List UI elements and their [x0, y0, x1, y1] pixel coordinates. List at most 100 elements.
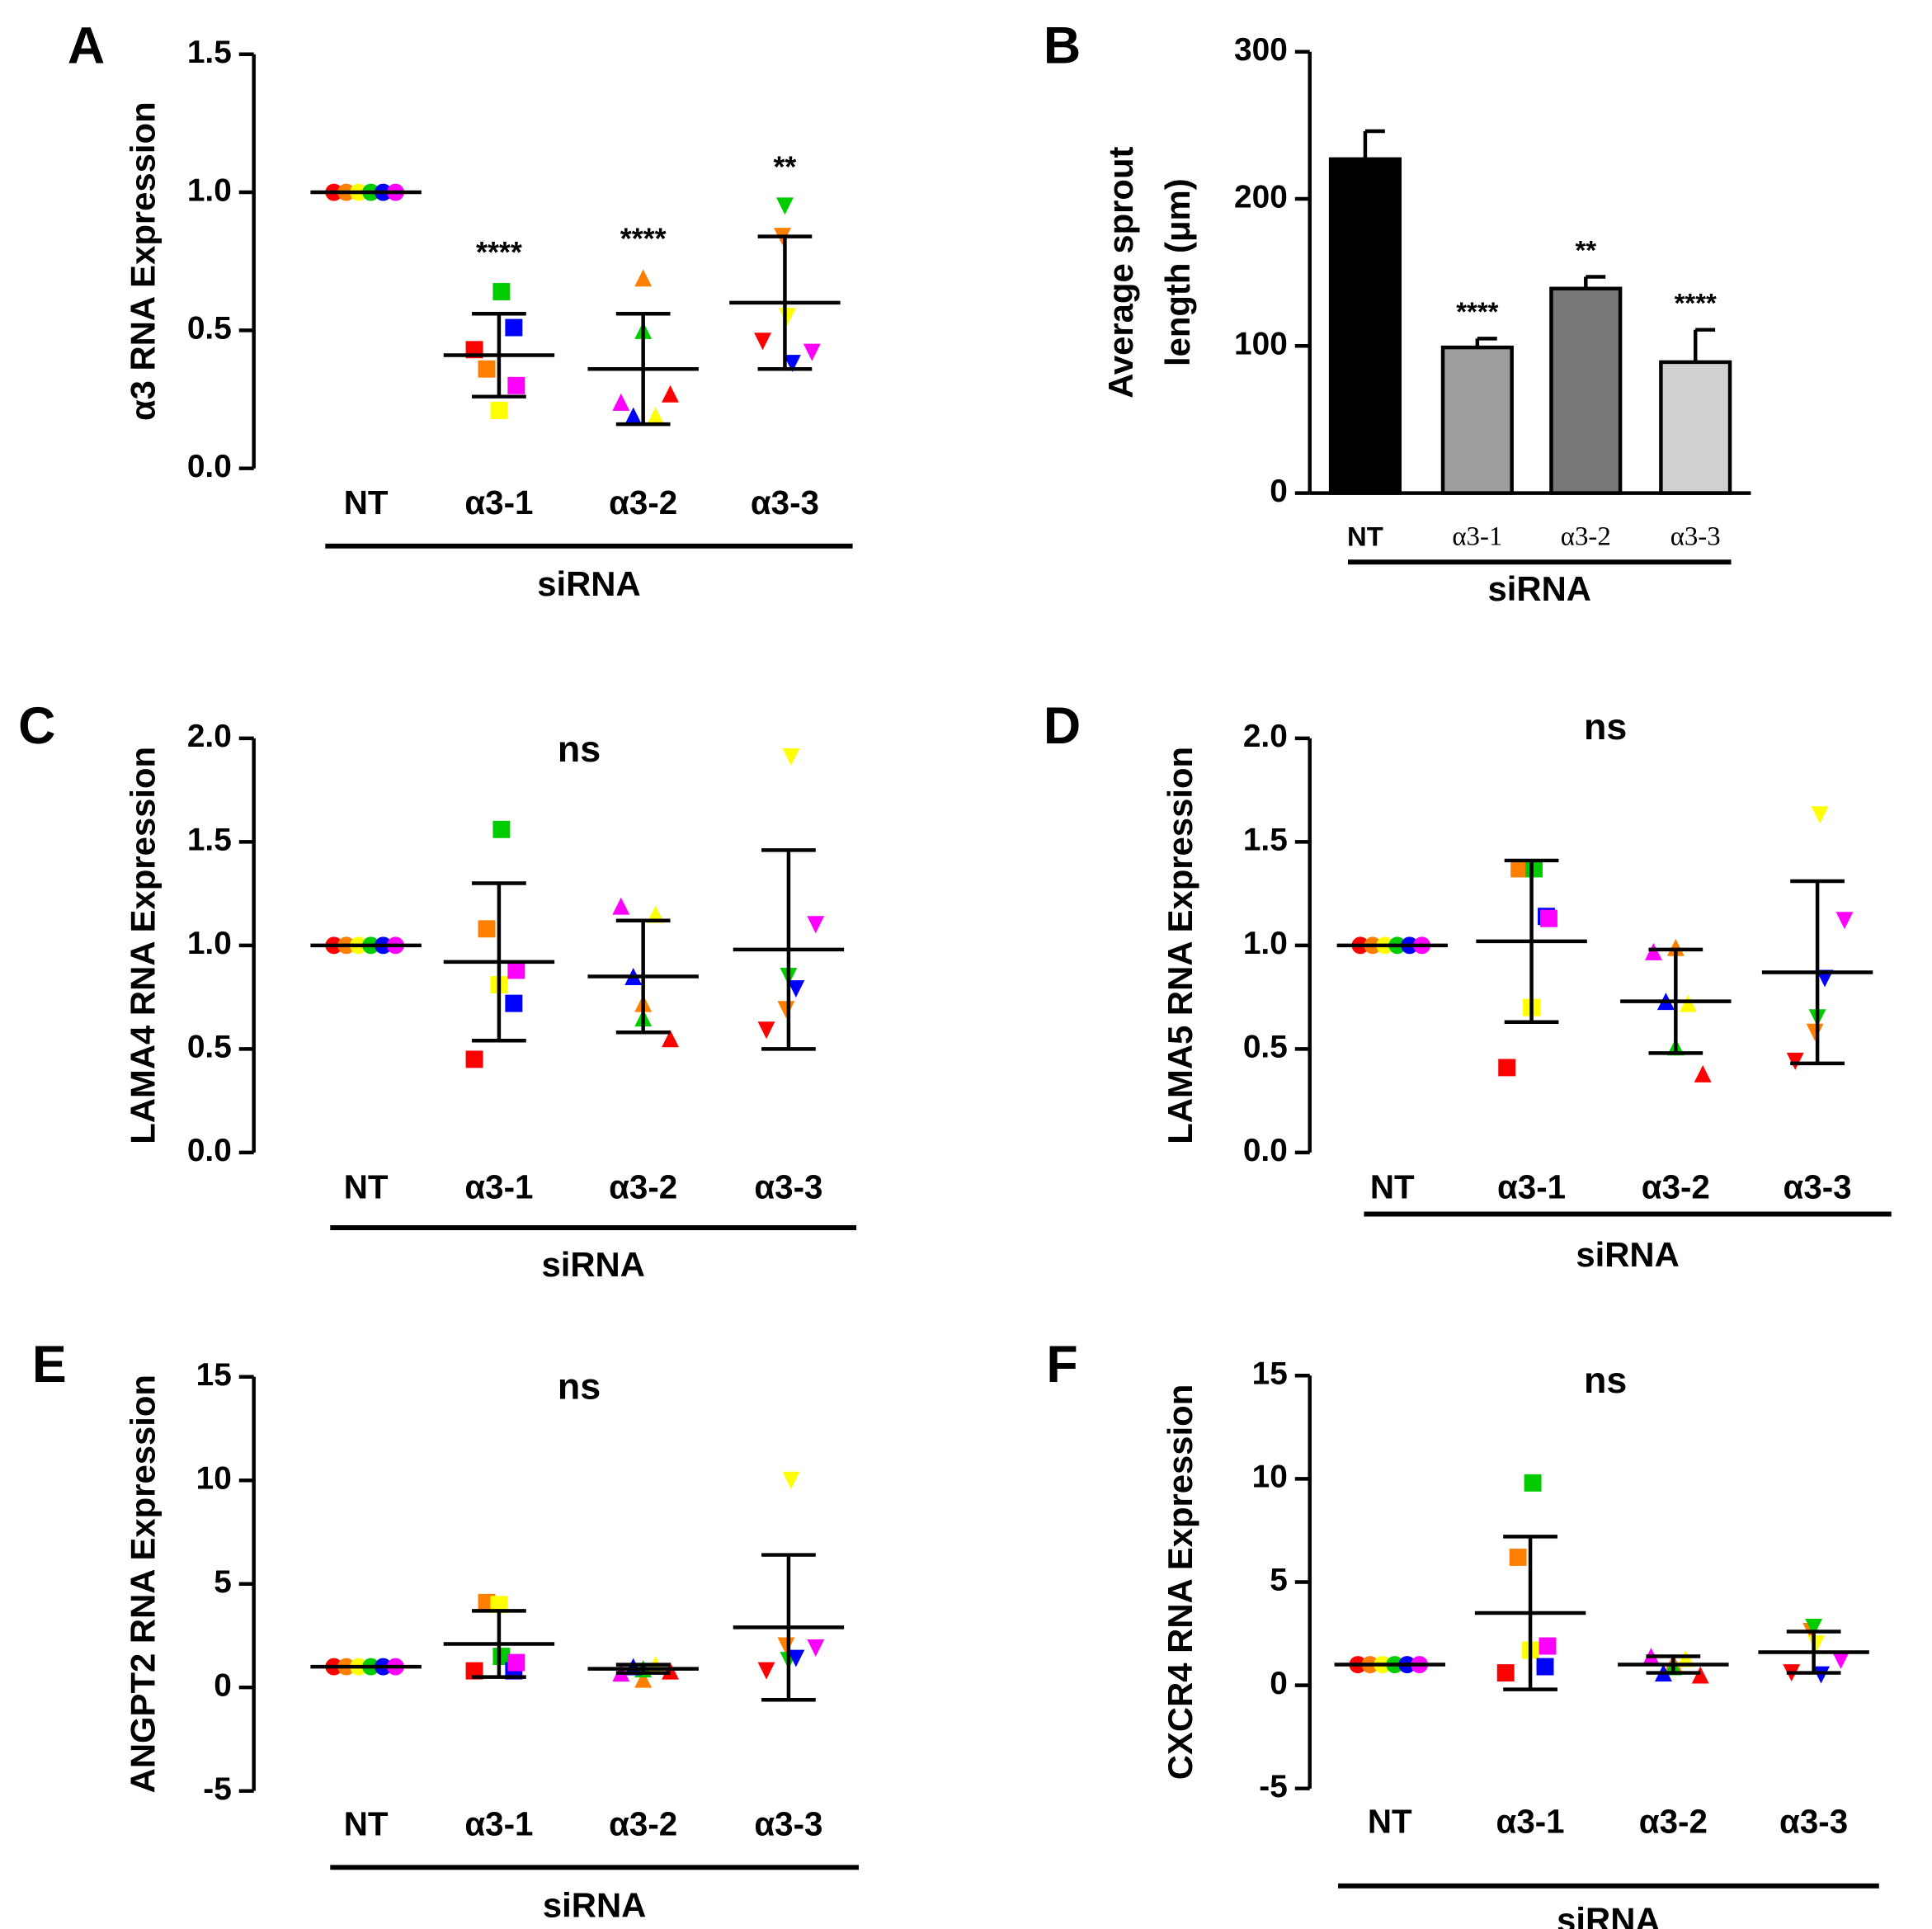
- y-tick-label: 10: [196, 1460, 232, 1496]
- point: [782, 1471, 800, 1489]
- point: [505, 318, 523, 337]
- x-tick-label: α3-1: [464, 1167, 533, 1205]
- y-tick-label: 15: [196, 1357, 232, 1393]
- y-tick-label: 1.0: [187, 172, 232, 208]
- point: [777, 1001, 795, 1019]
- y-tick-label: 15: [1252, 1356, 1288, 1391]
- y-tick-label: 0.5: [187, 1030, 232, 1065]
- y-axis-label: CXCR4 RNA Expression: [1161, 1384, 1199, 1780]
- panel-label: A: [68, 17, 105, 74]
- y-tick-label: 0.0: [187, 1133, 232, 1168]
- x-tick-label: α3-2: [1642, 1167, 1710, 1205]
- point: [505, 994, 523, 1012]
- x-tick-label: α3-2: [609, 1805, 677, 1843]
- y-tick-label: -5: [203, 1771, 232, 1807]
- point: [803, 343, 821, 361]
- point: [612, 897, 630, 915]
- point: [634, 1670, 653, 1688]
- y-tick-label: 0.0: [1243, 1133, 1288, 1168]
- y-tick-label: 5: [214, 1564, 232, 1600]
- point: [757, 1021, 775, 1040]
- point: [1812, 1666, 1831, 1684]
- point: [1536, 1658, 1554, 1676]
- x-tick-label: α3-3: [754, 1167, 822, 1205]
- point: [787, 1649, 805, 1667]
- bar: [1549, 286, 1623, 495]
- panel: C LAMA4 RNA Expression 0.0 0.5 1.0 1.5 2.0 NT α3…: [18, 697, 857, 1284]
- point: [507, 961, 525, 979]
- x-tick-label: NT: [344, 1167, 389, 1205]
- point: [507, 376, 525, 394]
- point: [1644, 942, 1662, 960]
- panel: Aα3 RNA Expression 0.0 0.5 1.0 1.5 NT α3-1 α3-2…: [68, 17, 853, 603]
- y-tick-label: 1.0: [187, 926, 232, 961]
- point: [1524, 1474, 1542, 1492]
- point: [647, 905, 665, 923]
- bar: [1328, 157, 1402, 495]
- y-tick-label: 0: [1270, 474, 1288, 509]
- y-axis-label: Average sprout: [1101, 146, 1140, 398]
- point: [1691, 1666, 1709, 1684]
- x-tick-label: α3-2: [609, 483, 677, 521]
- point: [1509, 1548, 1527, 1566]
- y-tick-label: 0: [1270, 1666, 1288, 1701]
- annotation: ns: [558, 1365, 601, 1407]
- x-tick-label: NT: [1347, 521, 1383, 552]
- y-tick-label: 200: [1234, 179, 1288, 215]
- y-tick-label: 0.5: [1243, 1030, 1288, 1065]
- panel-label: D: [1044, 697, 1081, 755]
- x-tick-label: α3-2: [1561, 521, 1611, 551]
- point: [1679, 994, 1697, 1012]
- point: [757, 1662, 775, 1680]
- point: [624, 1658, 643, 1676]
- point: [662, 384, 679, 403]
- annotation: ns: [558, 729, 601, 770]
- x-tick-label: α3-3: [1779, 1803, 1848, 1841]
- point: [1676, 1649, 1694, 1667]
- x-tick-label: α3-2: [1639, 1803, 1708, 1841]
- y-tick-label: 1.5: [187, 823, 232, 858]
- point: [807, 1639, 825, 1657]
- x-tick-label: NT: [344, 483, 389, 521]
- y-axis-label: LAMA4 RNA Expression: [123, 747, 162, 1144]
- x-tick-label: α3-2: [609, 1167, 677, 1205]
- bar: [1659, 360, 1732, 495]
- significance: **: [773, 150, 796, 183]
- x-axis-label: siRNA: [1576, 1235, 1679, 1274]
- y-tick-label: 2.0: [1243, 719, 1288, 754]
- point: [465, 1050, 483, 1068]
- y-tick-label: 100: [1234, 327, 1288, 362]
- y-axis-label: length (μm): [1158, 178, 1197, 366]
- point: [1807, 1635, 1826, 1653]
- point: [507, 1653, 525, 1672]
- significance: ****: [1675, 287, 1717, 318]
- point: [662, 1662, 679, 1680]
- point: [754, 333, 772, 351]
- panel-label: B: [1044, 17, 1081, 74]
- point: [490, 401, 508, 419]
- annotation: ns: [1584, 1360, 1627, 1401]
- significance: ****: [476, 236, 522, 269]
- point: [1666, 938, 1685, 956]
- point: [1811, 806, 1829, 824]
- x-tick-label: α3-3: [1784, 1167, 1852, 1205]
- point: [492, 283, 511, 300]
- x-tick-label: α3-3: [751, 483, 819, 521]
- x-tick-label: NT: [1370, 1167, 1415, 1205]
- y-tick-label: 0.0: [187, 449, 232, 484]
- point: [1805, 1619, 1823, 1636]
- y-tick-label: 5: [1270, 1563, 1288, 1598]
- panel-label: F: [1046, 1336, 1077, 1394]
- point: [465, 1662, 483, 1680]
- point: [1806, 1023, 1824, 1041]
- y-tick-label: 0.5: [187, 311, 232, 347]
- point: [782, 748, 800, 766]
- x-tick-label: α3-1: [464, 1805, 533, 1843]
- point: [492, 820, 511, 838]
- panel: E ANGPT2 RNA Expression -5 0 5 10 15 NT α3-1 α3-2…: [32, 1336, 860, 1925]
- panel: F CXCR4 RNA Expression -5 0 5 10 15 NT α3-1 α3-2 α…: [1046, 1336, 1879, 1929]
- x-tick-label: NT: [344, 1805, 389, 1843]
- significance: ****: [1456, 296, 1498, 327]
- point: [1835, 912, 1854, 930]
